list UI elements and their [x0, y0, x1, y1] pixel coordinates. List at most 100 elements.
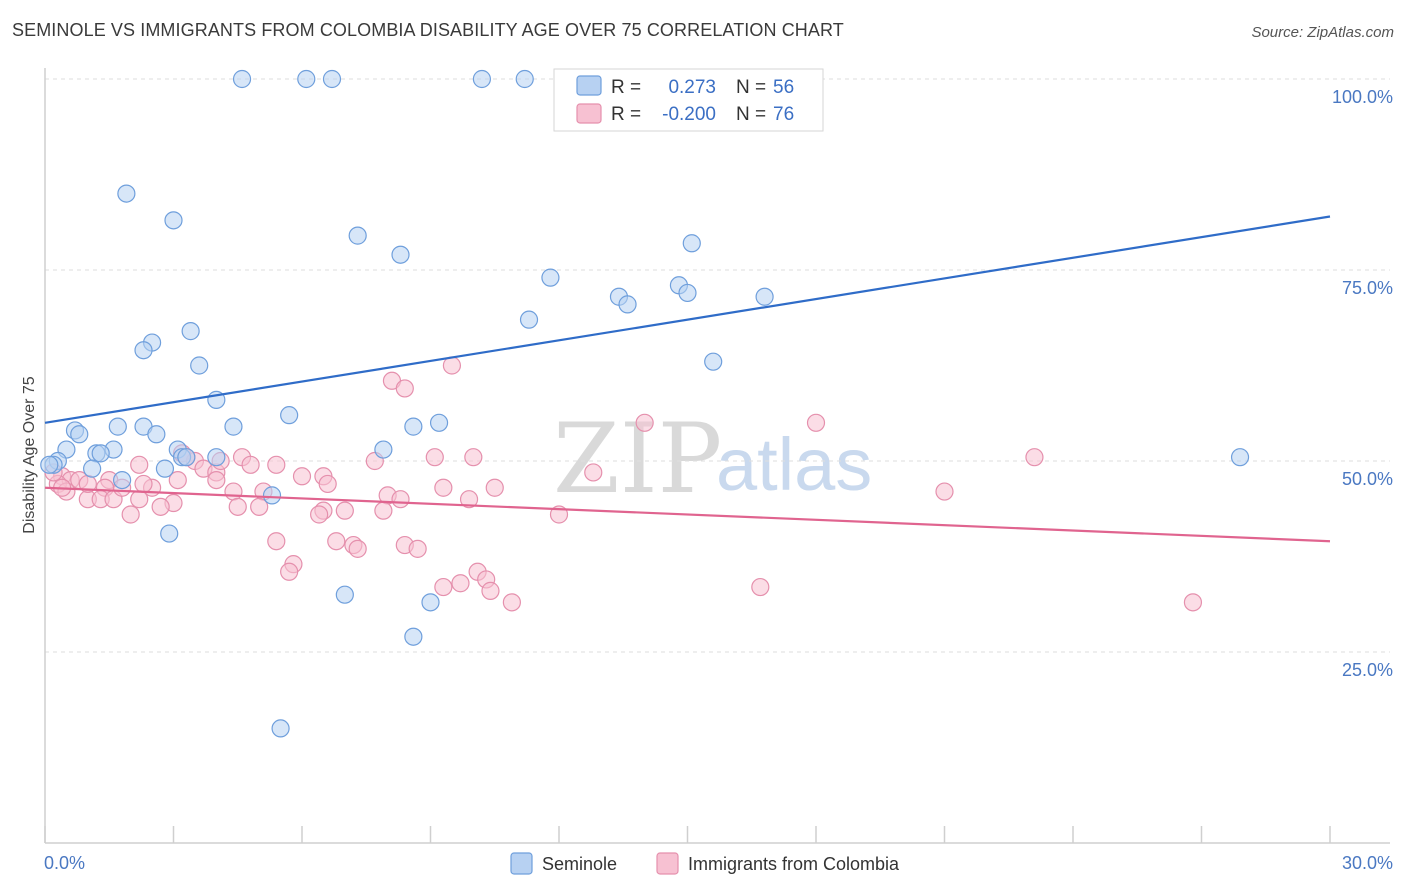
- colombia-point: [395, 379, 414, 398]
- colombia-point: [1025, 448, 1044, 467]
- seminole-point: [147, 425, 166, 444]
- colombia-point: [464, 448, 483, 467]
- trend-lines: [44, 215, 1331, 543]
- colombia-point: [121, 505, 140, 524]
- colombia-point: [207, 471, 226, 490]
- y-tick-label: 75.0%: [1342, 278, 1393, 298]
- colombia-point: [751, 577, 770, 597]
- seminole-point: [112, 471, 132, 490]
- colombia-point: [434, 478, 453, 497]
- y-axis-label: Disability Age Over 75: [21, 376, 38, 534]
- seminole-point: [682, 234, 701, 253]
- seminole-point: [262, 486, 282, 505]
- colombia-point: [935, 482, 954, 501]
- bottom-legend-label-colombia: Immigrants from Colombia: [688, 854, 900, 874]
- seminole-point: [704, 352, 723, 371]
- legend-swatch-seminole: [576, 75, 602, 96]
- chart-source: Source: ZipAtlas.com: [1251, 24, 1394, 41]
- colombia-point: [310, 505, 329, 524]
- seminole-point: [224, 417, 243, 436]
- colombia-point: [228, 497, 247, 516]
- seminole-point: [404, 627, 423, 646]
- seminole-point: [177, 448, 196, 467]
- y-tick-label: 50.0%: [1342, 469, 1393, 489]
- colombia-point: [442, 356, 462, 375]
- watermark-atlas: atlas: [716, 423, 872, 506]
- tick-labels: 100.0% 75.0% 50.0% 25.0% 0.0% 30.0%: [44, 87, 1393, 873]
- seminole-point: [755, 287, 774, 306]
- legend-r-value-colombia: -0.200: [662, 104, 716, 125]
- seminole-point: [1230, 448, 1250, 467]
- seminole-point: [207, 448, 226, 467]
- seminole-point: [429, 413, 449, 432]
- colombia-point: [434, 577, 453, 597]
- colombia-point: [408, 539, 427, 558]
- colombia-point: [280, 562, 299, 581]
- series-seminole: [40, 69, 1250, 738]
- seminole-point: [164, 211, 183, 230]
- colombia-point: [250, 497, 269, 516]
- colombia-point: [335, 501, 354, 520]
- seminole-point: [117, 184, 136, 203]
- colombia-point: [1183, 593, 1203, 612]
- seminole-point: [519, 310, 539, 329]
- legend-n-label-seminole: N =: [736, 77, 766, 98]
- colombia-point: [481, 581, 500, 600]
- colombia-point: [130, 490, 149, 509]
- seminole-point: [472, 69, 491, 89]
- seminole-point: [678, 283, 697, 303]
- seminole-point: [404, 417, 423, 436]
- seminole-point: [108, 417, 127, 436]
- seminole-point: [40, 455, 59, 474]
- colombia-point: [806, 413, 826, 432]
- trend-line-colombia: [44, 486, 1331, 543]
- colombia-point: [318, 474, 337, 494]
- seminole-point: [271, 719, 290, 738]
- seminole-point: [374, 440, 393, 459]
- colombia-point: [459, 490, 479, 509]
- legend-r-value-seminole: 0.273: [668, 77, 716, 98]
- colombia-point: [348, 539, 367, 558]
- trend-line-seminole: [44, 215, 1331, 424]
- seminole-point: [190, 356, 209, 375]
- colombia-point: [391, 490, 410, 509]
- colombia-point: [241, 455, 260, 474]
- legend-n-label-colombia: N =: [736, 104, 766, 125]
- colombia-point: [635, 413, 654, 432]
- series-legend: Seminole Immigrants from Colombia: [510, 852, 900, 875]
- seminole-point: [391, 245, 410, 264]
- seminole-point: [335, 585, 354, 604]
- seminole-point: [70, 425, 89, 444]
- seminole-point: [83, 459, 102, 478]
- seminole-point: [160, 524, 179, 543]
- colombia-point: [374, 501, 393, 520]
- legend-n-value-colombia: 76: [773, 104, 794, 125]
- axes: [44, 68, 1390, 844]
- legend-n-value-seminole: 56: [773, 77, 794, 98]
- stats-legend: R = 0.273 N = 56 R = -0.200 N = 76: [553, 68, 824, 132]
- colombia-point: [485, 478, 504, 497]
- x-tick-label-max: 30.0%: [1342, 853, 1393, 873]
- x-tick-label-min: 0.0%: [44, 853, 85, 873]
- seminole-point: [618, 295, 637, 314]
- colombia-point: [168, 471, 187, 490]
- seminole-point: [348, 226, 367, 245]
- legend-r-label-seminole: R =: [611, 77, 641, 98]
- colombia-point: [584, 463, 603, 482]
- colombia-point: [151, 497, 170, 516]
- colombia-point: [130, 455, 149, 474]
- chart-title: SEMINOLE VS IMMIGRANTS FROM COLOMBIA DIS…: [12, 20, 844, 40]
- seminole-point: [91, 444, 110, 463]
- bottom-legend-swatch-colombia: [656, 852, 679, 875]
- bottom-legend-swatch-seminole: [510, 852, 533, 875]
- legend-swatch-colombia: [576, 103, 602, 124]
- legend-r-label-colombia: R =: [611, 104, 641, 125]
- colombia-point: [292, 467, 312, 486]
- seminole-point: [322, 69, 342, 89]
- colombia-point: [425, 448, 444, 467]
- colombia-point: [267, 532, 286, 551]
- colombia-point: [267, 455, 286, 474]
- seminole-point: [421, 593, 440, 612]
- colombia-point: [451, 574, 470, 593]
